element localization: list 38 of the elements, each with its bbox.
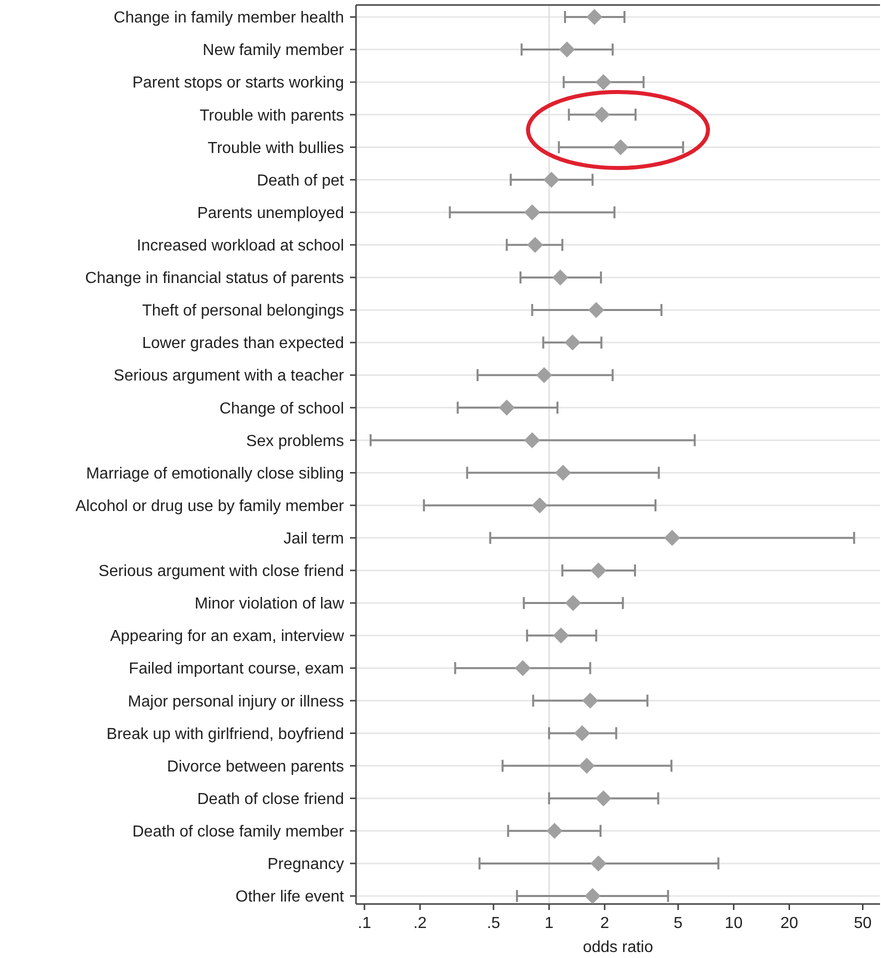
y-tick-label: New family member <box>202 42 345 60</box>
y-tick-label: Death of close family member <box>132 823 345 840</box>
y-tick-label: Alcohol or drug use by family member <box>75 498 345 515</box>
y-tick-label: Change of school <box>219 400 344 418</box>
y-tick-label: Sex problems <box>246 432 344 450</box>
x-axis-title: odds ratio <box>582 939 654 956</box>
y-tick-label: Lower grades than expected <box>142 335 344 352</box>
y-tick-label: Break up with girlfriend, boyfriend <box>106 726 344 743</box>
y-tick-label: Parent stops or starts working <box>132 74 344 92</box>
x-tick-label: .5 <box>486 915 500 932</box>
y-tick-label: Theft of personal belongings <box>142 302 344 320</box>
x-tick-label: .1 <box>358 915 372 932</box>
x-tick-label: 2 <box>600 915 610 932</box>
x-tick-label: .2 <box>413 915 427 932</box>
y-tick-label: Change in family member health <box>114 10 344 27</box>
y-tick-label: Jail term <box>284 530 344 548</box>
y-tick-label: Serious argument with close friend <box>98 563 344 580</box>
y-tick-label: Trouble with parents <box>200 107 344 124</box>
x-tick-label: 50 <box>854 915 872 932</box>
y-tick-label: Parents unemployed <box>197 204 344 222</box>
y-tick-label: Pregnancy <box>268 856 344 874</box>
y-tick-label: Trouble with bullies <box>208 140 344 157</box>
y-tick-label: Appearing for an exam, interview <box>110 628 344 646</box>
y-tick-label: Death of pet <box>256 172 345 190</box>
x-tick-label: 10 <box>724 915 743 932</box>
y-tick-label: Marriage of emotionally close sibling <box>86 465 344 482</box>
y-tick-label: Major personal injury or illness <box>128 693 344 710</box>
y-tick-label: Other life event <box>236 888 345 906</box>
y-tick-label: Divorce between parents <box>167 758 344 776</box>
y-tick-label: Minor violation of law <box>194 596 344 613</box>
x-tick-label: 20 <box>780 915 798 932</box>
x-tick-label: 1 <box>544 915 554 932</box>
x-tick-label: 5 <box>674 915 683 932</box>
y-tick-label: Increased workload at school <box>136 237 344 254</box>
y-tick-label: Death of close friend <box>197 790 344 808</box>
y-tick-label: Failed important course, exam <box>128 660 344 678</box>
y-tick-label: Serious argument with a teacher <box>114 368 345 385</box>
y-tick-label: Change in financial status of parents <box>85 270 344 288</box>
